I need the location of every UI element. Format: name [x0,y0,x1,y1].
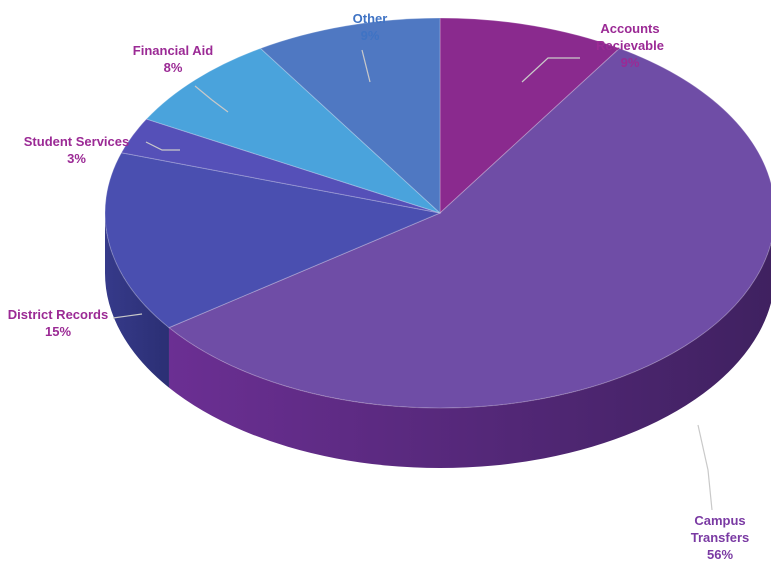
label-other-line1: Other [352,11,388,26]
leader-line-financial-aid [194,85,229,113]
label-student-services-pct: 3% [67,151,86,166]
label-district-records-line1: District Records [7,307,109,322]
label-district-records: District Records 15% [2,306,114,340]
leader-line-other [361,49,371,83]
label-student-services-line1: Student Services [23,134,130,149]
label-other-pct: 9% [360,28,380,43]
label-accounts-recievable: Accounts Recievable 9% [560,20,700,71]
label-accounts-recievable-pct: 9% [620,55,640,70]
label-accounts-recievable-line1: Accounts [600,21,660,36]
label-financial-aid-pct: 8% [163,60,183,75]
slice-district-records [104,152,442,329]
leader-line-student-services [145,141,180,151]
leader-lines [112,49,713,511]
label-district-records-pct: 15% [44,324,72,339]
label-accounts-recievable-line2: Recievable [596,38,664,53]
label-other: Other 9% [330,10,410,44]
slice-other [259,17,441,215]
leader-line-accounts-recievable [521,57,580,83]
label-campus-transfers-line1: Campus [694,513,746,528]
label-campus-transfers-pct: 56% [706,547,734,562]
slice-accounts-recievable [439,17,621,215]
slice-financial-aid [145,47,441,214]
pie-slices [104,17,771,409]
label-financial-aid-line1: Financial Aid [132,43,214,58]
leader-line-campus-transfers [697,424,713,511]
label-financial-aid: Financial Aid 8% [118,42,228,76]
pie-side-walls [105,213,771,469]
label-campus-transfers-line2: Transfers [690,530,750,545]
side-campus-transfers [168,242,771,469]
slice-student-services [120,118,441,214]
side-district-records [105,213,169,388]
slice-campus-transfers [168,47,771,409]
label-student-services: Student Services 3% [14,133,139,167]
label-campus-transfers: Campus Transfers 56% [680,512,760,563]
leader-line-district-records [112,313,143,319]
